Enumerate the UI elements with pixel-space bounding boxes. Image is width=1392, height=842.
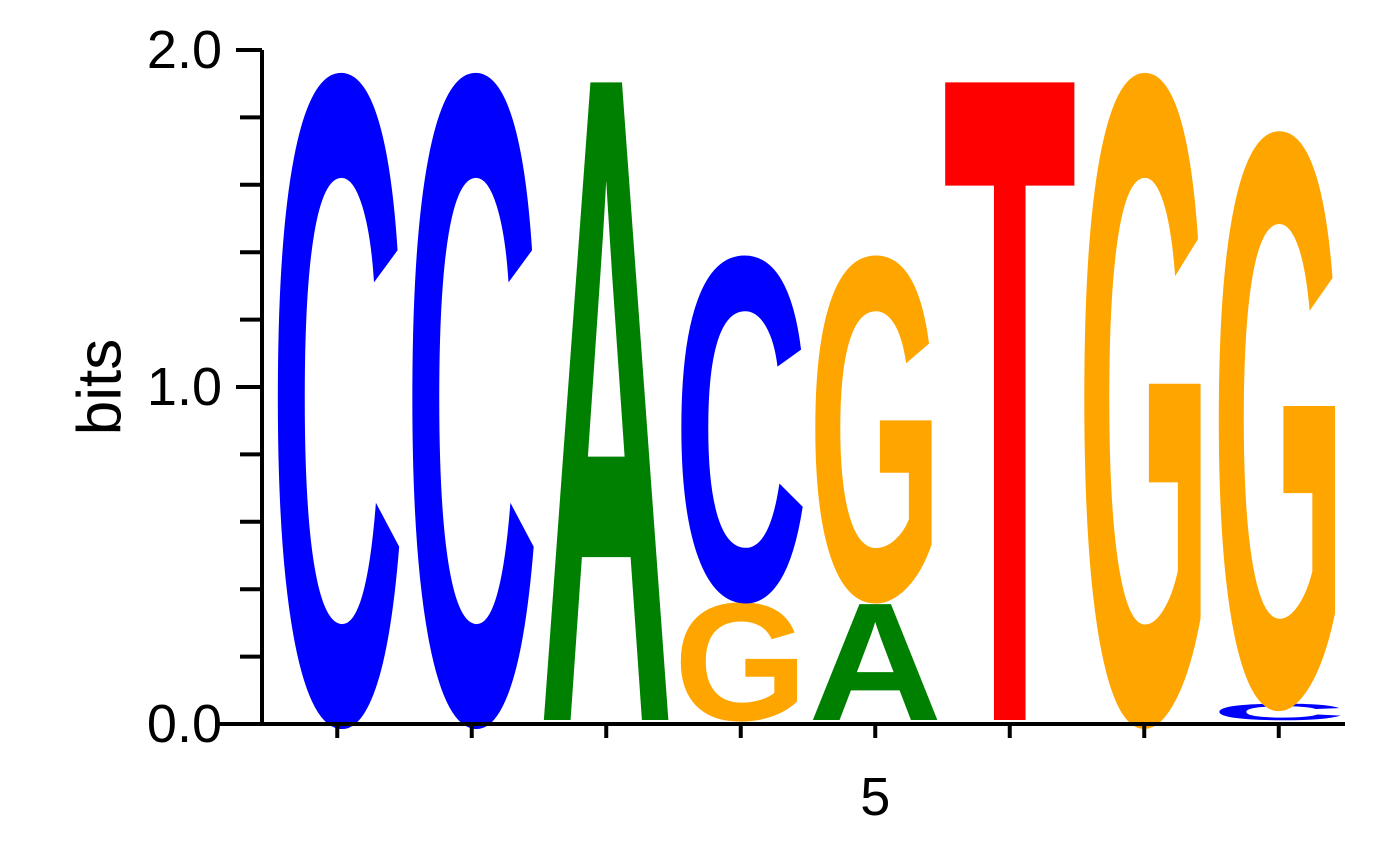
y-tick-label: 1.0	[147, 357, 222, 417]
position-stack-2: C	[405, 0, 539, 842]
y-ticks: 0.0 1.0 2.0	[147, 20, 262, 754]
position-stack-4: GC	[674, 154, 808, 756]
glyph-c: C	[270, 0, 404, 842]
glyph-g: G	[808, 156, 942, 705]
position-stack-7: G	[1077, 0, 1211, 842]
glyph-stacks: C C A GC AG T G CG	[270, 0, 1346, 842]
glyph-g: G	[1212, 0, 1346, 842]
glyph-t: T	[943, 0, 1077, 842]
y-tick-label: 2.0	[147, 20, 222, 80]
position-stack-3: A	[539, 0, 673, 842]
position-stack-6: T	[943, 0, 1077, 842]
x-tick-label: 5	[860, 767, 890, 827]
position-stack-8: CG	[1212, 0, 1346, 842]
y-tick-label: 0.0	[147, 694, 222, 754]
glyph-a: A	[539, 0, 673, 842]
position-stack-1: C	[270, 0, 404, 842]
glyph-g: G	[1077, 0, 1211, 842]
y-axis-label: bits	[66, 339, 135, 435]
glyph-c: C	[674, 154, 808, 703]
position-stack-5: AG	[808, 156, 942, 757]
glyph-c: C	[405, 0, 539, 842]
